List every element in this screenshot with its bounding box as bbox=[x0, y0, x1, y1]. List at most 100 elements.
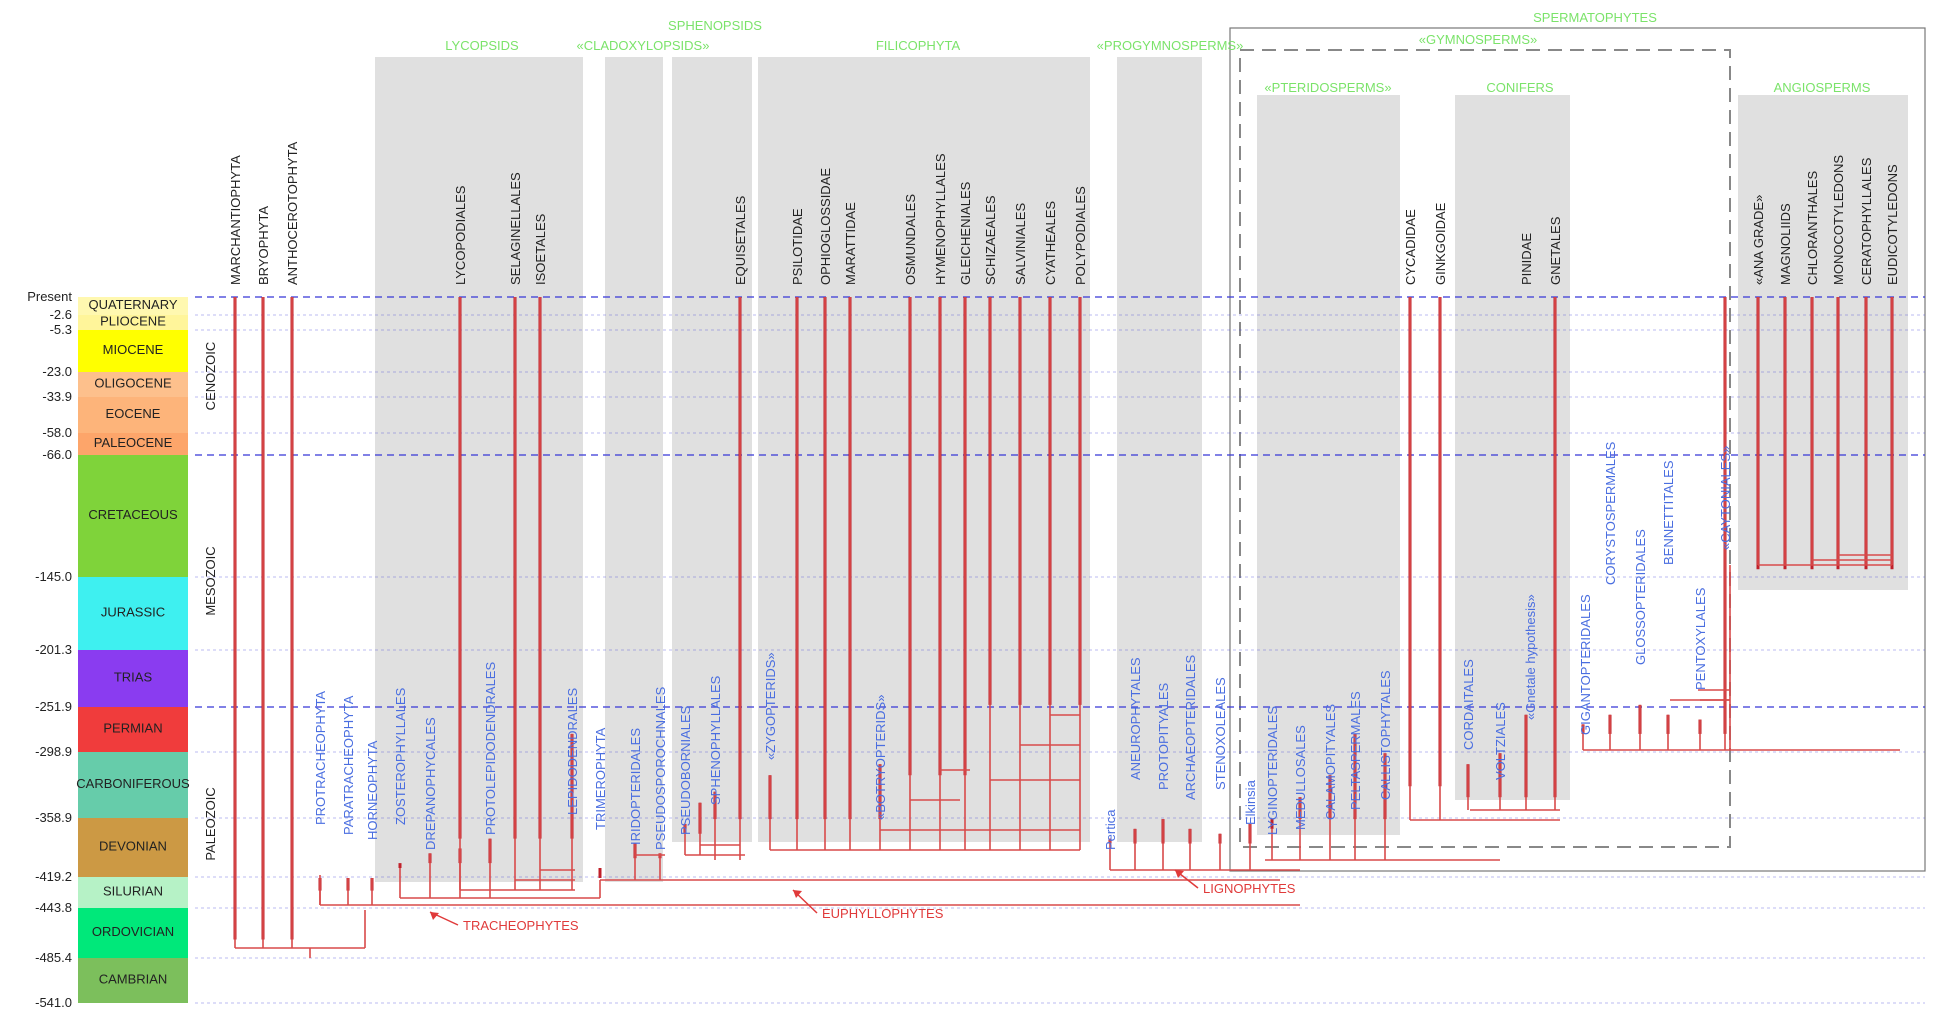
group-label-spheno: SPHENOPSIDS bbox=[668, 18, 762, 33]
period-band bbox=[78, 397, 188, 433]
time-tick-label: Present bbox=[27, 289, 72, 304]
group-box bbox=[1738, 95, 1908, 590]
taxon-labels: MARCHANTIOPHYTA BRYOPHYTA ANTHOCEROTOPHYTA… bbox=[228, 10, 1900, 933]
group-box bbox=[605, 57, 663, 882]
taxon-label-f32: BENNETTITALES bbox=[1661, 460, 1676, 565]
time-gridlines bbox=[195, 296, 1925, 1004]
taxon-label-t17: POLYPODIALES bbox=[1073, 186, 1088, 285]
taxon-label-f11: PSEUDOBORNIALES bbox=[678, 705, 693, 835]
period-band bbox=[78, 372, 188, 397]
taxon-label-t2: BRYOPHYTA bbox=[256, 206, 271, 285]
period-band bbox=[78, 958, 188, 1003]
taxon-label-t8: PSILOTIDAE bbox=[790, 208, 805, 285]
taxon-label-f16: ANEUROPHYTALES bbox=[1128, 657, 1143, 780]
group-label-gymno: «GYMNOSPERMS» bbox=[1419, 32, 1537, 47]
period-label: CARBONIFEROUS bbox=[76, 776, 190, 791]
time-tick-label: -541.0 bbox=[35, 995, 72, 1010]
taxon-label-t21: GNETALES bbox=[1548, 216, 1563, 285]
taxon-label-f4: ZOSTEROPHYLLALES bbox=[393, 687, 408, 825]
taxon-label-f22: MEDULLOSALES bbox=[1293, 725, 1308, 830]
group-label-fili: FILICOPHYTA bbox=[876, 38, 961, 53]
time-tick-label: -201.3 bbox=[35, 642, 72, 657]
group-box bbox=[758, 57, 1090, 842]
taxon-label-t20: PINIDAE bbox=[1519, 233, 1534, 285]
time-tick-label: -66.0 bbox=[42, 447, 72, 462]
period-band bbox=[78, 818, 188, 877]
taxon-label-f23: CALAMOPITYALES bbox=[1323, 704, 1338, 820]
period-band bbox=[78, 908, 188, 958]
taxon-label-t6: ISOETALES bbox=[533, 213, 548, 285]
taxon-label-t12: HYMENOPHYLLALES bbox=[933, 153, 948, 285]
period-band bbox=[78, 577, 188, 650]
group-box bbox=[1257, 95, 1400, 835]
era-label: PALEOZOIC bbox=[203, 787, 218, 860]
taxon-label-f33: PENTOXYLALES bbox=[1693, 587, 1708, 690]
taxon-label-t5: SELAGINELLALES bbox=[508, 172, 523, 285]
period-band bbox=[78, 330, 188, 372]
taxon-label-f19: STENOXOLEALES bbox=[1213, 677, 1228, 790]
period-label: DEVONIAN bbox=[99, 839, 167, 854]
taxon-label-t19: GINKGOIDAE bbox=[1433, 202, 1448, 285]
clade-arrowhead bbox=[793, 890, 802, 898]
taxon-label-f3: HORNEOPHYTA bbox=[365, 740, 380, 840]
taxon-label-t16: CYATHEALES bbox=[1043, 201, 1058, 285]
taxon-label-f25: CALLISTOPHYTALES bbox=[1378, 670, 1393, 800]
taxon-label-t14: SCHIZAEALES bbox=[983, 195, 998, 285]
group-label-clado: «CLADOXYLOPSIDS» bbox=[577, 38, 710, 53]
period-label: ORDOVICIAN bbox=[92, 924, 174, 939]
time-tick-label: -145.0 bbox=[35, 569, 72, 584]
taxon-label-t18: CYCADIDAE bbox=[1403, 209, 1418, 285]
clade-label-lign: LIGNOPHYTES bbox=[1203, 881, 1296, 896]
taxon-label-f14: «BOTRYOPTERIDS» bbox=[873, 695, 888, 820]
time-tick-label: -358.9 bbox=[35, 810, 72, 825]
taxon-label-t26: CERATOPHYLLALES bbox=[1859, 157, 1874, 285]
group-box bbox=[375, 57, 583, 882]
period-band bbox=[78, 650, 188, 707]
taxon-label-f1: PROTRACHEOPHYTA bbox=[313, 691, 328, 825]
taxon-label-f29: GIGANTOPTERIDALES bbox=[1578, 594, 1593, 735]
time-tick-label: -251.9 bbox=[35, 699, 72, 714]
period-label: TRIAS bbox=[114, 670, 153, 685]
taxon-label-f8: TRIMEROPHYTA bbox=[593, 727, 608, 830]
taxon-label-t27: EUDICOTYLEDONS bbox=[1885, 164, 1900, 285]
time-tick-label: -2.6 bbox=[50, 307, 72, 322]
clade-label-euph: EUPHYLLOPHYTES bbox=[822, 906, 944, 921]
taxon-label-f10: PSEUDOSPOROCHNALES bbox=[653, 686, 668, 850]
taxon-label-t9: OPHIOGLOSSIDAE bbox=[818, 168, 833, 285]
taxon-label-t4: LYCOPODIALES bbox=[453, 185, 468, 285]
period-label: EOCENE bbox=[106, 406, 161, 421]
clade-arrowhead bbox=[1175, 870, 1184, 878]
taxon-label-t22: «ANA GRADE» bbox=[1751, 195, 1766, 285]
taxon-label-t1: MARCHANTIOPHYTA bbox=[228, 155, 243, 285]
time-tick-label: -298.9 bbox=[35, 744, 72, 759]
period-label: MIOCENE bbox=[103, 342, 164, 357]
taxon-label-t15: SALVINIALES bbox=[1013, 203, 1028, 285]
period-band bbox=[78, 297, 188, 315]
group-label-progym: «PROGYMNOSPERMS» bbox=[1097, 38, 1244, 53]
period-band bbox=[78, 752, 188, 818]
time-scale: QUATERNARY PLIOCENE MIOCENE OLIGOCENE EOCENE… bbox=[27, 289, 218, 1010]
period-band bbox=[78, 433, 188, 455]
period-band bbox=[78, 707, 188, 752]
taxon-label-t24: CHLORANTHALES bbox=[1805, 171, 1820, 285]
taxon-label-f24: PELTASPERMALES bbox=[1348, 691, 1363, 810]
taxon-label-f2: PARATRACHEOPHYTA bbox=[341, 695, 356, 835]
time-tick-label: -58.0 bbox=[42, 425, 72, 440]
taxon-label-f6: PROTOLEPIDODENDRALES bbox=[483, 662, 498, 835]
taxon-label-t23: MAGNOLIIDS bbox=[1778, 203, 1793, 285]
taxon-label-f13: «ZYGOPTERIDS» bbox=[763, 652, 778, 760]
taxon-label-f27: VOLTZIALES bbox=[1493, 702, 1508, 780]
taxon-label-f9: IRIDOPTERIDALES bbox=[628, 728, 643, 845]
period-band bbox=[78, 455, 188, 577]
group-label-pterido: «PTERIDOSPERMS» bbox=[1264, 80, 1391, 95]
time-tick-label: -5.3 bbox=[50, 322, 72, 337]
period-label: JURASSIC bbox=[101, 605, 165, 620]
period-band bbox=[78, 315, 188, 330]
taxon-label-t11: OSMUNDALES bbox=[903, 194, 918, 285]
taxon-label-t13: GLEICHENIALES bbox=[958, 181, 973, 285]
time-tick-label: -485.4 bbox=[35, 950, 72, 965]
taxon-label-f31: GLOSSOPTERIDALES bbox=[1633, 529, 1648, 665]
taxon-label-f34: «CAYTONIALES» bbox=[1718, 446, 1733, 550]
taxon-label-t7: EQUISETALES bbox=[733, 195, 748, 285]
